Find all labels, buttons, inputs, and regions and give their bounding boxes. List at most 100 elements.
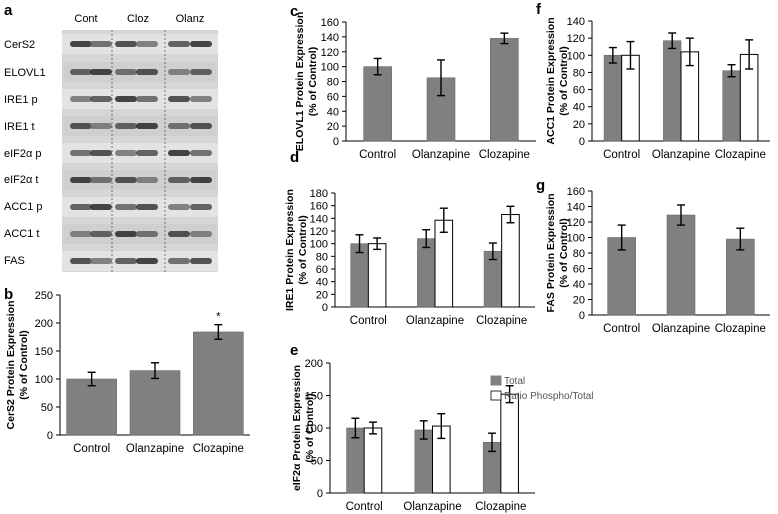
- blot-column-label: Cloz: [127, 13, 149, 25]
- y-tick-label: 40: [327, 106, 339, 118]
- blot-band: [90, 150, 112, 156]
- blot-band: [90, 41, 112, 47]
- x-category-label: Olanzapine: [406, 315, 464, 327]
- blot-band: [70, 41, 92, 47]
- blot-band: [168, 231, 190, 237]
- y-axis-label-sub: (% of Control): [558, 46, 570, 115]
- y-tick-label: 0: [47, 430, 53, 442]
- blot-band: [136, 41, 158, 47]
- blot-band: [115, 123, 137, 129]
- bar-d-1-0: [367, 243, 387, 308]
- y-tick-label: 200: [35, 318, 53, 330]
- y-tick-label: 60: [327, 91, 339, 103]
- panel-label-f: f: [536, 1, 542, 18]
- y-tick-label: 140: [310, 213, 328, 225]
- y-tick-label: 20: [573, 295, 585, 307]
- blot-band: [115, 69, 137, 75]
- blot-band: [90, 177, 112, 183]
- y-tick-label: 20: [327, 121, 339, 133]
- blot-band: [190, 258, 212, 264]
- y-tick-label: 140: [567, 16, 585, 28]
- bar-f-0-0: [603, 54, 622, 142]
- blot-band: [190, 123, 212, 129]
- x-category-label: Olanzapine: [652, 323, 710, 335]
- y-tick-label: 0: [322, 302, 328, 314]
- blot-row-label: ACC1 p: [4, 201, 43, 213]
- y-tick-label: 80: [573, 67, 585, 79]
- y-axis-label: FAS Protein Expression: [545, 193, 557, 312]
- y-axis-label-sub: (% of Control): [307, 47, 319, 116]
- panel-label-g: g: [536, 177, 545, 194]
- legend-label-ratio: Ratio Phospho/Total: [504, 391, 594, 402]
- blot-band: [190, 96, 212, 102]
- chart-legend: Total Ratio Phospho/Total: [490, 375, 594, 402]
- blot-band: [70, 177, 92, 183]
- blot-band: [90, 231, 112, 237]
- y-tick-label: 150: [35, 346, 53, 358]
- y-tick-label: 60: [573, 85, 585, 97]
- blot-band: [190, 231, 212, 237]
- blot-band: [190, 41, 212, 47]
- blot-band: [70, 150, 92, 156]
- blot-band: [115, 231, 137, 237]
- y-axis-label: eIF2α Protein Expression: [291, 365, 303, 491]
- y-tick-label: 100: [35, 374, 53, 386]
- y-tick-label: 180: [310, 188, 328, 200]
- bar-f-0-2: [722, 70, 741, 142]
- y-tick-label: 20: [316, 289, 328, 301]
- blot-band: [136, 231, 158, 237]
- y-tick-label: 100: [321, 62, 339, 74]
- y-tick-label: 60: [316, 264, 328, 276]
- x-category-label: Control: [359, 149, 396, 161]
- blot-band: [190, 150, 212, 156]
- blot-band: [90, 258, 112, 264]
- western-blot-panel: a Cont Cloz Olanz CerS2 ELOVL1 IRE1 p IR…: [4, 2, 218, 272]
- blot-band: [168, 96, 190, 102]
- y-tick-label: 250: [35, 290, 53, 302]
- blot-band: [136, 177, 158, 183]
- x-category-label: Clozapine: [479, 149, 530, 161]
- x-category-label: Olanzapine: [126, 443, 184, 455]
- y-axis-label-sub: (% of Control): [18, 330, 30, 399]
- blot-band: [168, 204, 190, 210]
- y-tick-label: 140: [567, 202, 585, 214]
- chart-b-cers2: b 0 50 100 150 200 250 CerS2 Protein Expression…: [4, 286, 250, 455]
- blot-band: [115, 150, 137, 156]
- blot-band: [115, 204, 137, 210]
- blot-band: [115, 41, 137, 47]
- blot-band: [90, 96, 112, 102]
- y-axis-label-sub: (% of Control): [304, 393, 316, 462]
- chart-f-acc1: f 0 20 40 60 80 100 120 140 ACC1 Protein Expressi…: [536, 1, 770, 161]
- y-tick-label: 20: [573, 119, 585, 131]
- y-tick-label: 140: [321, 32, 339, 44]
- y-tick-label: 160: [567, 186, 585, 198]
- blot-band: [168, 123, 190, 129]
- y-axis-label-sub: (% of Control): [297, 215, 309, 284]
- blot-row-label: CerS2: [4, 39, 35, 51]
- blot-band: [90, 204, 112, 210]
- bar-c-0-2: [490, 38, 519, 142]
- y-axis-label: CerS2 Protein Expression: [5, 301, 17, 430]
- blot-row-label: IRE1 t: [4, 121, 35, 133]
- y-axis-label: IRE1 Protein Expression: [284, 189, 296, 311]
- blot-band: [190, 177, 212, 183]
- legend-label-total: Total: [504, 376, 525, 387]
- y-tick-label: 40: [573, 102, 585, 114]
- blot-band: [136, 69, 158, 75]
- blot-row-label: eIF2α t: [4, 174, 38, 186]
- x-category-label: Clozapine: [715, 149, 766, 161]
- blot-row-label: ACC1 t: [4, 228, 39, 240]
- blot-column-label: Cont: [74, 13, 97, 25]
- blot-band: [70, 231, 92, 237]
- blot-band: [115, 258, 137, 264]
- bar-b-0-0: [66, 378, 117, 436]
- y-tick-label: 120: [567, 33, 585, 45]
- bar-d-1-1: [434, 219, 454, 308]
- x-category-label: Olanzapine: [403, 501, 461, 513]
- y-tick-label: 80: [327, 77, 339, 89]
- blot-band: [70, 69, 92, 75]
- chart-c-elovl1: c 0 20 40 60 80 100 120 140 160 ELOVL1 Protein Exp…: [290, 3, 536, 161]
- blot-row-label: ELOVL1: [4, 67, 46, 79]
- y-tick-label: 0: [579, 136, 585, 148]
